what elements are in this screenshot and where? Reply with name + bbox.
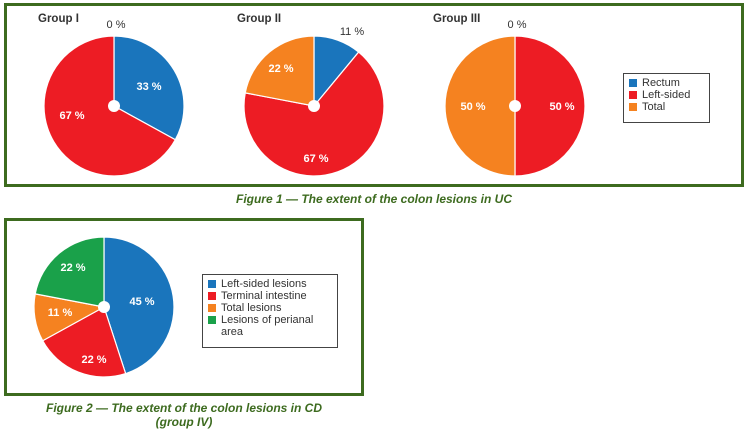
legend-swatch-terminal-intestine [208, 292, 216, 300]
legend-swatch-left-sided [629, 91, 637, 99]
legend-label: Left-sided lesions [221, 278, 307, 290]
legend-label: Terminal intestine [221, 290, 307, 302]
pie-slice-left-sided [514, 35, 586, 177]
pie-slice-rectum [113, 35, 185, 141]
figure1-legend: Rectum Left-sided Total [623, 73, 710, 123]
pie-data-label: 22 % [268, 63, 293, 75]
legend-swatch-total [629, 103, 637, 111]
legend-swatch-total-lesions [208, 304, 216, 312]
pie-chart-1: Group I 33 % 67 % 0 % [38, 13, 185, 177]
pie-slice-terminal-intestine [41, 306, 127, 378]
legend-item-terminal-intestine: Terminal intestine [208, 290, 332, 302]
pie-center-hole [108, 100, 120, 112]
legend-item-total-lesions: Total lesions [208, 302, 332, 314]
figure2-caption: Figure 2 — The extent of the colon lesio… [0, 401, 368, 429]
pie-data-label: 67 % [303, 153, 328, 165]
pie-slice-left-sided-lesions [103, 236, 175, 375]
legend-label: Total lesions [221, 302, 282, 314]
pie-data-label: 11 % [340, 26, 364, 38]
pie-data-label: 11 % [48, 307, 73, 319]
legend-item-rectum: Rectum [629, 77, 704, 89]
pie-chart-4: 45 % 22 % 11 % 22 % [33, 236, 175, 378]
legend-label: Lesions of perianal area [221, 314, 314, 338]
pie-slice-total [444, 35, 516, 177]
figure2-caption-line1: Figure 2 — The extent of the colon lesio… [45, 401, 323, 415]
figure2-legend: Left-sided lesions Terminal intestine To… [202, 274, 338, 348]
legend-item-left-sided-lesions: Left-sided lesions [208, 278, 332, 290]
figure1-caption: Figure 1 — The extent of the colon lesio… [235, 192, 513, 206]
legend-item-left-sided: Left-sided [629, 89, 704, 101]
legend-item-perianal: Lesions of perianal area [208, 314, 332, 338]
pie-data-label: 22 % [60, 262, 85, 274]
pie-data-label: 0 % [508, 19, 527, 31]
figure2-caption-line2: (group IV) [155, 415, 213, 429]
pie-slice-total [244, 35, 315, 107]
pie-data-label: 50 % [460, 101, 485, 113]
pie-title: Group I [38, 13, 79, 25]
legend-swatch-perianal [208, 316, 216, 324]
pie-slice-lesions-of-perianal-area [34, 236, 105, 308]
pie-data-label: 50 % [549, 101, 574, 113]
legend-label: Total [642, 101, 666, 113]
pie-data-label: 22 % [81, 354, 106, 366]
pie-title: Group III [433, 13, 480, 25]
legend-label: Left-sided [642, 89, 691, 101]
pie-center-hole [509, 100, 521, 112]
pie-slice-left-sided [243, 51, 385, 177]
pie-center-hole [98, 301, 110, 313]
legend-item-total: Total [629, 101, 704, 113]
legend-swatch-left-sided-lesions [208, 280, 216, 288]
pie-chart-3: Group III 0 % 50 % 50 % [433, 13, 586, 177]
pie-title: Group II [237, 13, 281, 25]
pie-data-label: 45 % [129, 296, 154, 308]
pie-data-label: 67 % [59, 110, 84, 122]
pie-chart-2: Group II 11 % 67 % 22 % [237, 13, 385, 177]
legend-swatch-rectum [629, 79, 637, 87]
pie-data-label: 0 % [107, 19, 126, 31]
pie-data-label: 33 % [136, 81, 161, 93]
pie-center-hole [308, 100, 320, 112]
legend-label: Rectum [642, 77, 680, 89]
